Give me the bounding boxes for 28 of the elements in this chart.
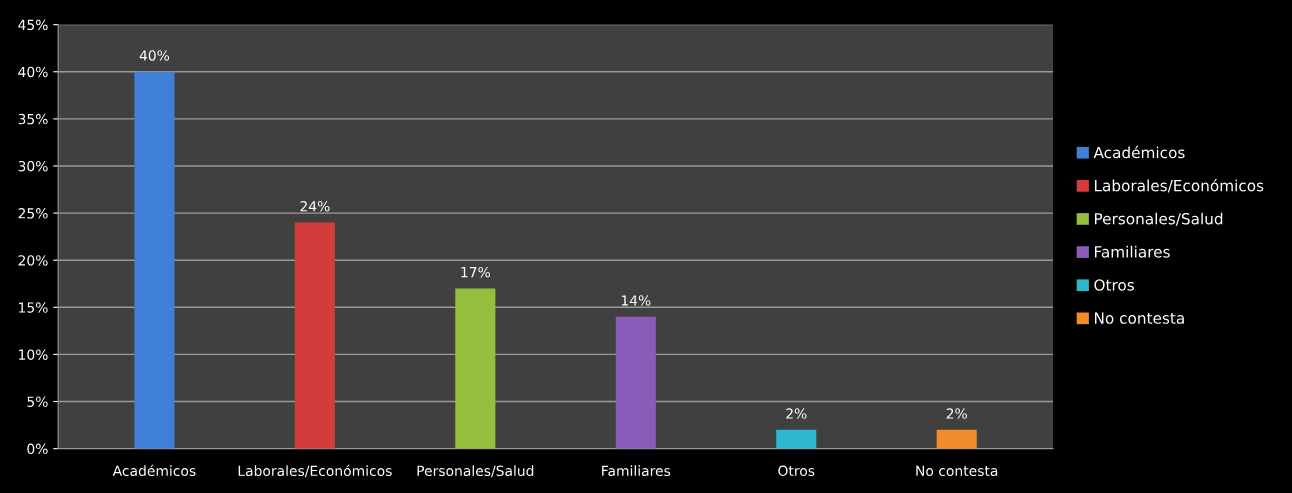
data-label: 14% xyxy=(621,295,651,306)
legend-label: Otros xyxy=(1094,279,1134,291)
y-tick-label: 35% xyxy=(18,113,48,125)
data-label: 40% xyxy=(139,50,170,61)
x-tick-label: Personales/Salud xyxy=(417,465,534,478)
legend-label: Familiares xyxy=(1094,245,1170,258)
data-label: 24% xyxy=(300,200,330,212)
y-tick-label: 30% xyxy=(18,160,48,172)
y-tick-label: 20% xyxy=(18,255,48,266)
y-tick-label: 45% xyxy=(18,19,48,31)
x-tick-label: Familiares xyxy=(602,465,671,477)
x-tick-label: Académicos xyxy=(112,464,196,477)
legend-label: Académicos xyxy=(1093,145,1185,159)
x-tick-label: No contesta xyxy=(916,465,998,477)
legend-label: No contesta xyxy=(1094,312,1184,324)
data-label: 2% xyxy=(786,408,807,419)
y-tick-label: 25% xyxy=(18,208,48,219)
data-label: 17% xyxy=(461,266,490,278)
legend-label: Personales/Salud xyxy=(1094,212,1223,226)
y-tick-label: 40% xyxy=(18,66,48,78)
y-tick-label: 0% xyxy=(27,443,48,455)
y-tick-label: 10% xyxy=(19,349,48,360)
y-tick-label: 5% xyxy=(27,396,48,407)
data-label: 2% xyxy=(946,408,967,419)
x-tick-label: Laborales/Económicos xyxy=(238,464,392,478)
y-tick-label: 15% xyxy=(19,302,48,313)
x-tick-label: Otros xyxy=(778,465,815,477)
legend-label: Laborales/Económicos xyxy=(1094,178,1264,193)
